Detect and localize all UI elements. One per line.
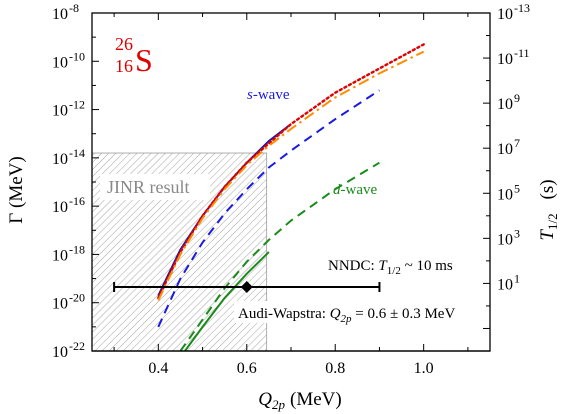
x-tick-label: 1.0 [414,360,434,377]
series-line-5 [179,161,380,351]
y-right-tick-label: 10 [497,96,513,113]
series-line-6 [184,251,270,351]
nucleus-charge: 16 [115,56,133,76]
y-right-tick-label: 10 [497,186,513,203]
y-left-tick-label: 10 [52,6,68,23]
audi-label-background [234,301,486,323]
y-left-tick-label: 10 [52,247,68,264]
x-tick-label: 0.8 [325,360,345,377]
y-left-tick-label: 10 [52,151,68,168]
y-right-tick-exponent: 5 [514,181,520,195]
y-left-tick-exponent: -22 [69,339,85,353]
q-value-marker [240,281,253,294]
y-right-axis-title: T1/2(s) [537,179,560,240]
y-left-tick-label: 10 [52,54,68,71]
d-wave-label: d-wave [333,182,377,198]
x-axis-title: Q2p (MeV) [258,389,341,412]
s-wave-label: s-wave [247,87,290,103]
y-left-tick-exponent: -18 [69,242,85,256]
series-line-4 [157,89,380,328]
y-right-tick-label: 10 [497,6,513,23]
y-left-tick-exponent: -14 [69,146,85,160]
nucleus-mass: 26 [115,34,133,54]
y-left-axis-title: Γ (MeV) [6,156,27,223]
y-right-tick-exponent: 9 [514,91,520,105]
y-right-tick-exponent: -11 [514,46,530,60]
y-right-tick-label: 10 [497,141,513,158]
y-right-tick-label: 10 [497,51,513,68]
y-right-tick-label: 10 [497,231,513,248]
y-left-tick-exponent: -8 [69,1,79,15]
y-right-tick-exponent: 7 [514,136,520,150]
y-left-tick-label: 10 [52,199,68,216]
y-left-tick-label: 10 [52,344,68,361]
jinr-label-background [100,174,210,200]
audi-label: Audi-Wapstra: Q2p = 0.6 ± 0.3 MeV [238,306,455,325]
series-line-3 [157,50,425,301]
y-left-tick-exponent: -20 [69,291,85,305]
y-right-tick-exponent: -13 [514,1,530,15]
y-right-tick-exponent: 3 [514,226,520,240]
y-left-tick-exponent: -12 [69,98,85,112]
nndc-label: NNDC: T1/2 ~ 10 ms [328,258,453,277]
nndc-label-background [322,253,486,275]
y-right-tick-exponent: 1 [514,271,520,285]
jinr-label: JINR result [107,177,190,197]
y-left-tick-exponent: -16 [69,194,85,208]
nucleus-label: 26 16 S [115,34,153,78]
series-line-2 [157,43,425,300]
x-tick-label: 0.4 [148,360,168,377]
y-right-tick-label: 10 [497,276,513,293]
x-tick-label: 0.6 [237,360,257,377]
nucleus-symbol: S [135,42,153,78]
y-left-tick-exponent: -10 [69,49,85,63]
y-left-tick-label: 10 [52,103,68,120]
y-left-tick-label: 10 [52,296,68,313]
